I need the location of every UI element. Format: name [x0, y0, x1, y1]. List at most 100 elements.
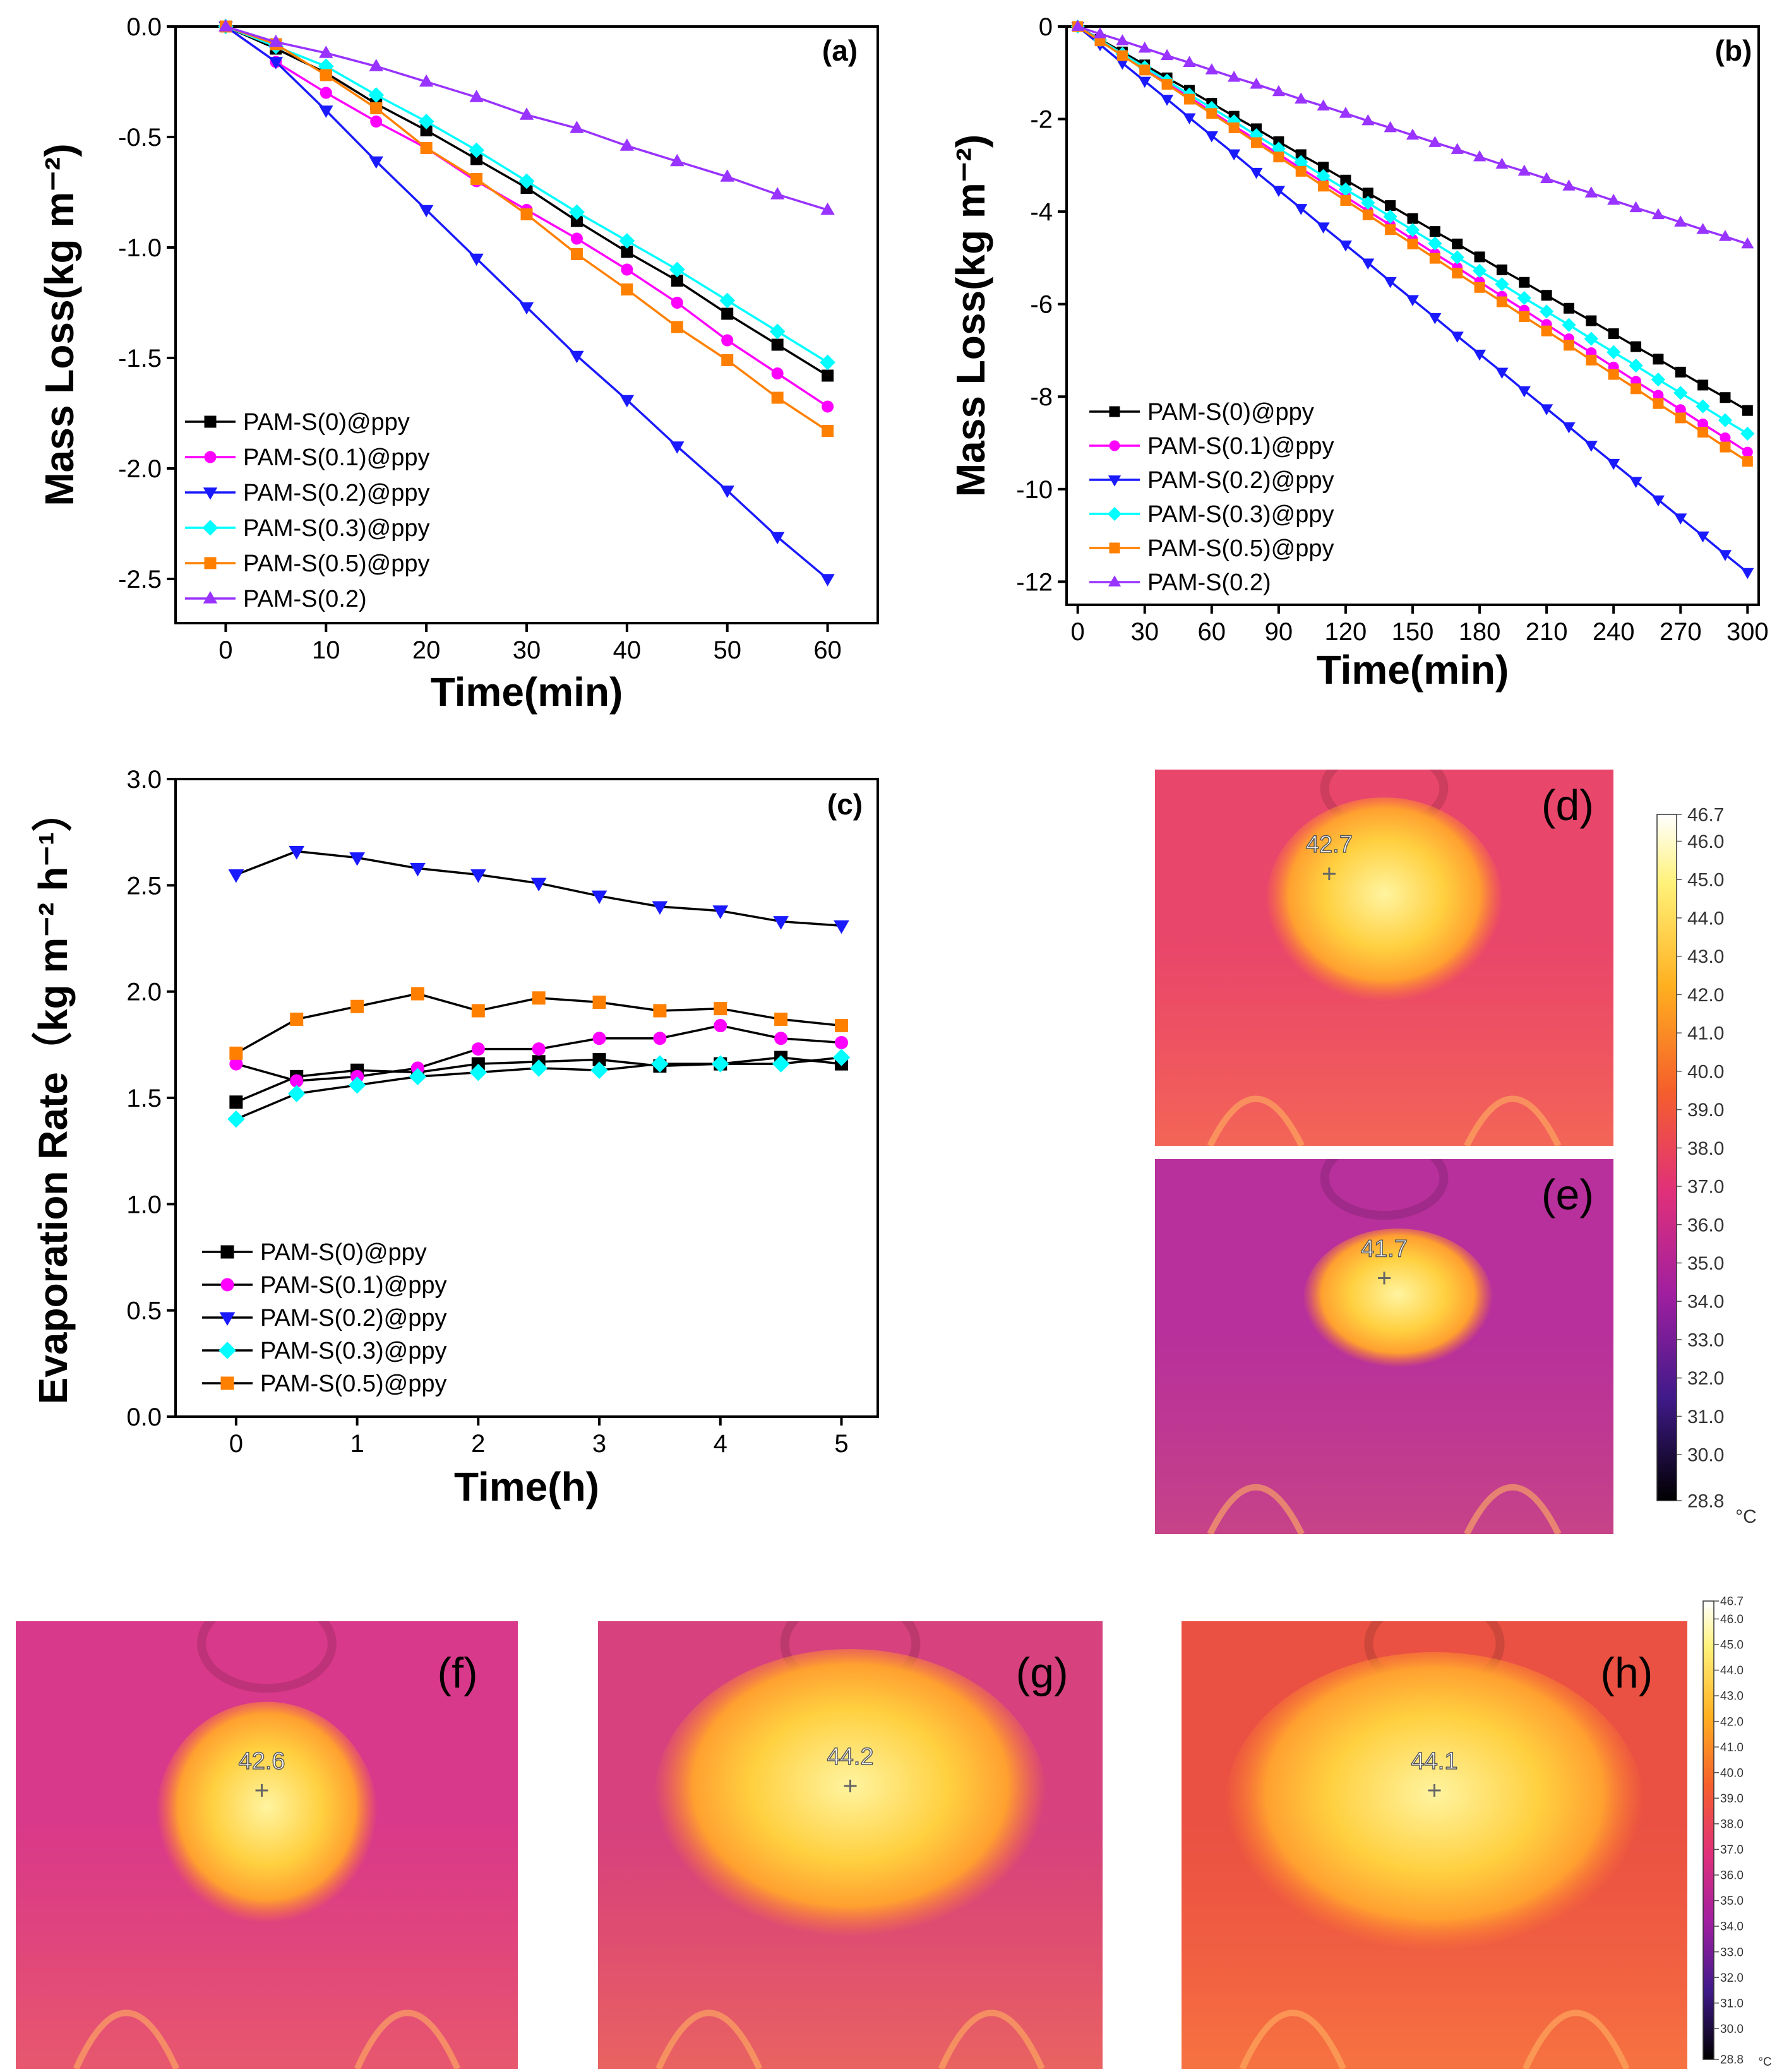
marker — [471, 1042, 485, 1056]
marker — [1161, 49, 1174, 61]
marker — [520, 208, 533, 220]
marker — [1272, 85, 1285, 97]
marker — [320, 86, 332, 99]
marker — [1429, 226, 1440, 237]
thermal-stand — [1207, 1095, 1305, 1146]
marker — [320, 69, 332, 81]
marker — [1161, 79, 1173, 90]
marker — [1741, 237, 1754, 249]
legend-marker — [1108, 575, 1122, 586]
temperature-reading: 44.2 — [827, 1744, 874, 1770]
marker — [1519, 311, 1530, 322]
marker — [1517, 386, 1531, 398]
colorbar — [1702, 1600, 1714, 2060]
colorbar-tick-label: 31.0 — [1720, 1997, 1744, 2010]
thermal-hotspot — [155, 1701, 378, 1935]
x-tick-label: 1 — [350, 1430, 364, 1458]
marker — [409, 1068, 427, 1086]
marker — [721, 307, 734, 320]
y-tick-label: -2 — [1030, 106, 1053, 134]
marker — [1407, 238, 1418, 249]
marker — [1629, 477, 1642, 488]
marker — [770, 532, 785, 545]
marker — [1205, 131, 1218, 143]
marker — [712, 1055, 729, 1073]
marker — [834, 1019, 848, 1033]
marker — [1562, 422, 1576, 434]
y-tick-label: -1.0 — [118, 234, 162, 262]
marker — [530, 1059, 547, 1077]
marker — [1584, 331, 1598, 346]
y-tick-label: -10 — [1016, 476, 1053, 504]
marker — [774, 1032, 788, 1045]
marker — [1675, 412, 1686, 424]
marker — [1630, 383, 1642, 395]
marker — [619, 395, 635, 408]
colorbar-tick-label: 44.0 — [1720, 1664, 1744, 1677]
colorbar-tick-label: 31.0 — [1687, 1407, 1724, 1427]
temperature-reading: 44.1 — [1411, 1748, 1458, 1775]
series-line — [225, 25, 829, 377]
y-tick-label: -12 — [1016, 568, 1053, 596]
marker — [1228, 71, 1241, 82]
thermal-stand — [1239, 2009, 1346, 2069]
marker — [670, 153, 685, 167]
marker — [1339, 240, 1352, 252]
legend-marker — [204, 415, 217, 428]
marker — [1383, 210, 1397, 224]
legend-label: PAM-S(0.2)@ppy — [243, 480, 430, 506]
marker — [1295, 92, 1308, 104]
legend-marker — [1109, 542, 1120, 554]
marker — [1472, 263, 1487, 278]
colorbar-unit: °C — [1758, 2056, 1771, 2069]
marker — [1517, 291, 1531, 306]
colorbar-tick-label: 42.0 — [1720, 1715, 1744, 1729]
x-tick-label: 4 — [714, 1430, 727, 1458]
x-tick-label: 30 — [513, 636, 541, 664]
colorbar-tick-label: 40.0 — [1687, 1061, 1724, 1082]
x-tick-label: 10 — [312, 636, 340, 664]
legend-marker — [1107, 506, 1122, 521]
y-tick-label: 3.0 — [126, 766, 162, 794]
marker — [1741, 568, 1754, 580]
marker — [420, 142, 433, 154]
x-tick-label: 30 — [1130, 618, 1159, 646]
marker — [530, 878, 547, 891]
marker — [772, 1055, 790, 1073]
marker — [469, 142, 484, 158]
marker — [1361, 114, 1375, 126]
marker — [1183, 113, 1196, 124]
marker — [719, 292, 736, 309]
legend-label: PAM-S(0)@ppy — [243, 409, 410, 436]
legend-label: PAM-S(0.5)@ppy — [243, 551, 430, 577]
marker — [1653, 354, 1664, 365]
marker — [469, 1063, 488, 1081]
x-tick-label: 0 — [1071, 618, 1085, 646]
legend-marker — [204, 557, 217, 569]
temperature-reading: 42.7 — [1306, 831, 1353, 858]
marker — [469, 90, 484, 102]
colorbar-tick-label: 30.0 — [1720, 2023, 1744, 2036]
marker — [1742, 456, 1753, 467]
marker — [228, 869, 244, 883]
x-tick-label: 180 — [1459, 618, 1501, 646]
y-tick-label: -2.0 — [118, 455, 162, 483]
colorbar-tick-label: 32.0 — [1720, 1972, 1744, 1985]
marker — [471, 1004, 485, 1018]
x-tick-label: 50 — [713, 636, 741, 664]
marker — [1071, 20, 1084, 31]
marker — [822, 425, 834, 437]
legend-marker — [220, 1245, 234, 1259]
marker — [519, 302, 534, 315]
colorbar-tick-label: 36.0 — [1687, 1215, 1724, 1235]
marker — [1250, 167, 1263, 179]
marker — [1541, 290, 1552, 301]
marker — [227, 1110, 245, 1128]
colorbar-tick-label: 35.0 — [1720, 1895, 1744, 1908]
thermal-image: 42.6 (f) — [16, 1621, 518, 2069]
marker — [590, 1061, 608, 1079]
marker — [1607, 193, 1620, 205]
marker — [1428, 313, 1442, 324]
marker — [1675, 366, 1686, 378]
